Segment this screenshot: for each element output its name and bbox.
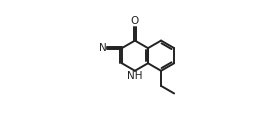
Text: O: O xyxy=(131,16,139,26)
Text: N: N xyxy=(99,43,106,53)
Text: NH: NH xyxy=(127,71,143,81)
